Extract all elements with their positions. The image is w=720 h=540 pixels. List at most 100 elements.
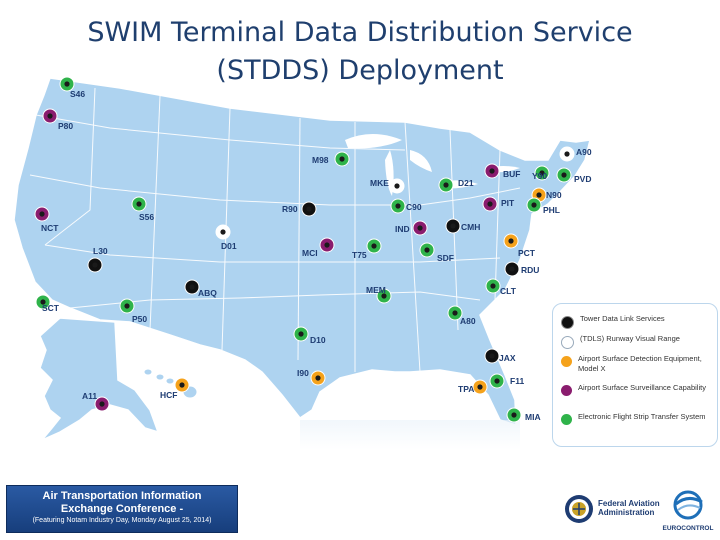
site-marker-i90: I90 — [297, 368, 326, 386]
site-marker-mia: MIA — [506, 407, 541, 423]
site-marker-pit: PIT — [482, 196, 515, 212]
site-dot-center — [536, 192, 542, 198]
site-marker-abq: ABQ — [184, 279, 217, 298]
site-label-a90: A90 — [576, 147, 592, 157]
site-dot-center — [494, 378, 500, 384]
eurocontrol-logo: EUROCONTROL — [660, 490, 716, 532]
site-label-d01: D01 — [221, 241, 237, 251]
site-dot-center — [443, 182, 449, 188]
site-marker-rdu: RDU — [504, 261, 539, 277]
legend: Tower Data Link Services (TDLS) Runway V… — [552, 303, 718, 447]
alaska-landmass — [39, 317, 160, 441]
site-label-t75: T75 — [352, 250, 367, 260]
site-marker-mke: MKE — [370, 178, 405, 194]
site-label-p50: P50 — [132, 314, 147, 324]
site-dot-center — [511, 412, 517, 418]
site-marker-pct: PCT — [503, 233, 536, 258]
page-title: SWIM Terminal Data Distribution Service … — [0, 14, 720, 90]
site-dot-center — [489, 353, 495, 359]
site-dot-center — [220, 229, 226, 235]
title-line-2: (STDDS) Deployment — [216, 55, 504, 86]
site-label-mia: MIA — [525, 412, 541, 422]
site-label-y90: Y90 — [532, 171, 547, 181]
site-label-pvd: PVD — [574, 174, 591, 184]
asde-x-dot-icon — [561, 356, 572, 367]
site-label-pit: PIT — [501, 198, 515, 208]
site-dot-center — [40, 299, 46, 305]
conference-line-1: Air Transportation Information — [42, 490, 202, 502]
site-dot-center — [509, 266, 515, 272]
site-dot-center — [92, 262, 98, 268]
tdls-rvr-dot-icon — [561, 336, 574, 349]
conference-banner: Air Transportation Information Exchange … — [6, 485, 238, 533]
site-marker-mci: MCI — [302, 237, 335, 258]
site-dot-center — [477, 384, 483, 390]
site-marker-m98: M98 — [312, 151, 350, 167]
site-marker-f11: F11 — [489, 373, 524, 389]
site-label-l30: L30 — [93, 246, 108, 256]
site-dot-center — [394, 183, 400, 189]
legend-item-tower-data-link: Tower Data Link Services — [561, 314, 720, 329]
site-dot-center — [487, 201, 493, 207]
site-marker-phl: PHL — [526, 197, 560, 215]
site-marker-hcf: HCF — [160, 377, 190, 400]
site-marker-d01: D01 — [215, 224, 237, 251]
site-label-jax: JAX — [499, 353, 516, 363]
site-label-a11: A11 — [82, 391, 97, 401]
site-label-s46: S46 — [70, 89, 85, 99]
site-dot-center — [179, 382, 185, 388]
site-label-m98: M98 — [312, 155, 329, 165]
site-marker-p50: P50 — [119, 298, 147, 324]
site-label-mci: MCI — [302, 248, 318, 258]
site-marker-c90: C90 — [390, 198, 422, 214]
site-label-a80: A80 — [460, 316, 476, 326]
site-marker-t75: T75 — [352, 238, 382, 260]
legend-item-assc: Airport Surface Surveillance Capability — [561, 383, 718, 396]
site-marker-s56: S56 — [131, 196, 154, 222]
site-label-abq: ABQ — [198, 288, 217, 298]
site-marker-cmh: CMH — [445, 218, 480, 234]
site-label-ind: IND — [395, 224, 410, 234]
site-dot-center — [539, 170, 545, 176]
site-dot-center — [452, 310, 458, 316]
site-label-s56: S56 — [139, 212, 154, 222]
site-label-n90: N90 — [546, 190, 562, 200]
site-marker-mem: MEM — [366, 285, 392, 304]
site-label-d10: D10 — [310, 335, 326, 345]
site-dot-center — [324, 242, 330, 248]
site-marker-nct: NCT — [34, 206, 59, 233]
site-dot-center — [298, 331, 304, 337]
site-label-buf: BUF — [503, 169, 520, 179]
site-label-p80: P80 — [58, 121, 73, 131]
site-dot-center — [315, 375, 321, 381]
site-marker-a90: A90 — [559, 146, 592, 162]
site-dot-center — [490, 283, 496, 289]
site-dot-center — [47, 113, 53, 119]
sites-layer: S46 P80 M98 A90 BUF Y90 PVD MKE D21 N90 PHL PIT C90 R… — [34, 76, 592, 423]
legend-item-asde-x: Airport Surface Detection Equipment, Mod… — [561, 354, 718, 374]
site-dot-center — [395, 203, 401, 209]
efsts-dot-icon — [561, 414, 572, 425]
site-marker-a11: A11 — [82, 391, 110, 412]
site-dot-center — [450, 223, 456, 229]
site-marker-tpa: TPA — [458, 379, 488, 395]
site-dot-center — [371, 243, 377, 249]
site-marker-d21: D21 — [438, 177, 474, 193]
site-dot-center — [424, 247, 430, 253]
site-label-hcf: HCF — [160, 390, 177, 400]
site-label-mke: MKE — [370, 178, 389, 188]
site-marker-l30: L30 — [87, 246, 108, 273]
site-marker-clt: CLT — [485, 278, 517, 296]
site-marker-jax: JAX — [484, 348, 516, 364]
site-label-rdu: RDU — [521, 265, 539, 275]
faa-seal-icon — [565, 495, 593, 523]
legend-item-efsts: Electronic Flight Strip Transfer System — [561, 412, 718, 425]
site-marker-r90: R90 — [282, 201, 317, 217]
site-marker-pvd: PVD — [556, 167, 591, 184]
site-marker-p80: P80 — [42, 108, 73, 131]
state-boundaries — [29, 87, 521, 373]
site-label-sct: SCT — [42, 303, 60, 313]
site-dot-center — [417, 225, 423, 231]
site-label-r90: R90 — [282, 204, 298, 214]
